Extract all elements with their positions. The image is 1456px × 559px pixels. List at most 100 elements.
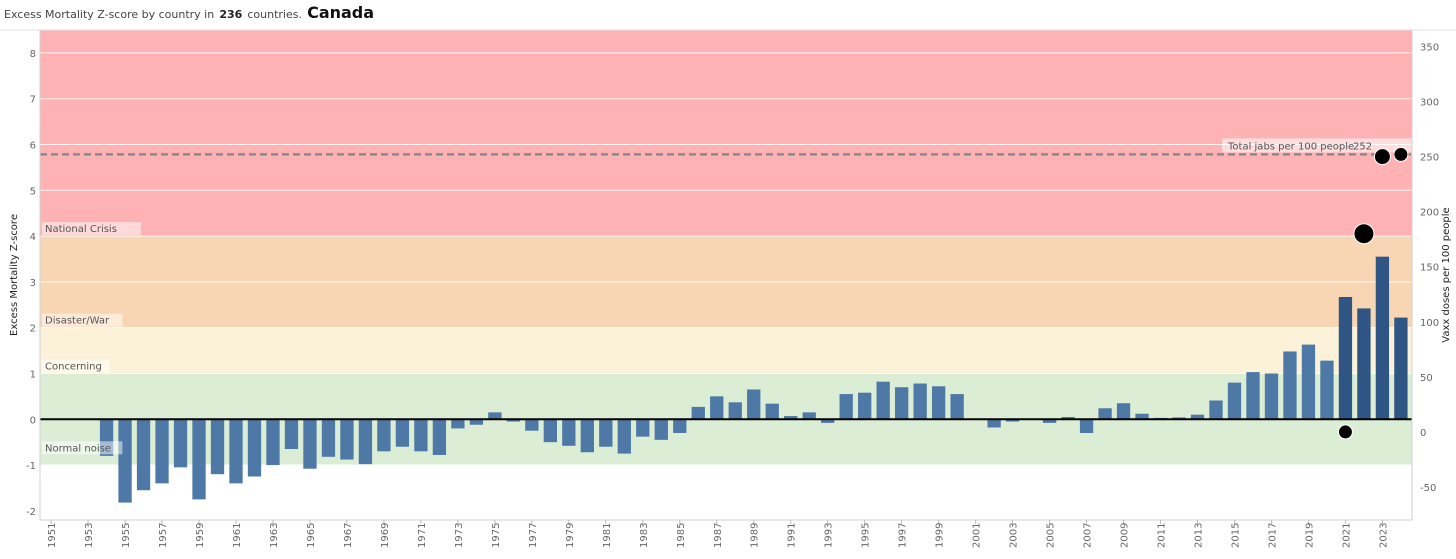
bar xyxy=(414,419,428,452)
band-3 xyxy=(40,30,1412,237)
country-count: 236 xyxy=(219,8,243,21)
bar xyxy=(229,419,243,484)
bar xyxy=(895,387,909,420)
x-tick-label: 1981 xyxy=(602,523,613,548)
vaxx-point xyxy=(1353,223,1375,245)
x-tick-label: 1987 xyxy=(713,523,724,548)
bar xyxy=(506,419,521,422)
y-tick-label: 0 xyxy=(30,415,36,426)
x-tick-label: 2003 xyxy=(1009,523,1020,548)
x-tick-label: 1961 xyxy=(232,523,243,548)
y-tick-label: 3 xyxy=(30,278,36,289)
bar xyxy=(192,419,206,500)
band-label-1: Concerning xyxy=(45,361,102,372)
bars-group xyxy=(99,256,1408,503)
y-tick-label: 1 xyxy=(30,369,36,380)
bar xyxy=(303,419,317,469)
y2-axis-title: Vaxx doses per 100 people xyxy=(1441,207,1452,342)
bar xyxy=(1320,360,1334,420)
bar xyxy=(210,419,225,475)
bar xyxy=(525,419,539,431)
y2-tick-label: 200 xyxy=(1420,208,1439,219)
bar xyxy=(950,394,964,420)
title-prefix: Excess Mortality Z-score by country in xyxy=(4,8,215,21)
bar xyxy=(1061,416,1075,420)
band-label-3: National Crisis xyxy=(45,224,117,235)
band-label-bg xyxy=(42,359,110,373)
bar xyxy=(562,419,576,446)
y-tick-label: 4 xyxy=(30,232,36,243)
x-tick-label: 2007 xyxy=(1083,523,1094,548)
bar xyxy=(1042,419,1057,423)
band-label-bg xyxy=(42,222,141,236)
bar xyxy=(1283,351,1297,420)
x-tick-label: 1979 xyxy=(565,523,576,548)
bar xyxy=(1116,403,1131,420)
x-tick-label: 1967 xyxy=(343,523,354,548)
x-tick-label: 2009 xyxy=(1120,523,1131,548)
bar xyxy=(1375,256,1390,420)
bar xyxy=(284,419,299,450)
bar xyxy=(340,419,354,460)
bar xyxy=(821,419,835,423)
bar xyxy=(1190,414,1205,420)
bar xyxy=(155,419,169,484)
bar xyxy=(784,416,798,420)
x-tick-label: 1989 xyxy=(750,523,761,548)
x-tick-label: 1951 xyxy=(47,523,58,548)
x-tick-label: 2001 xyxy=(972,523,983,548)
bar xyxy=(673,419,687,433)
reference-label: Total jabs per 100 people xyxy=(1227,141,1354,152)
x-tick-label: 1953 xyxy=(84,523,95,548)
y-tick-label: 7 xyxy=(30,95,36,106)
bar xyxy=(1079,419,1094,433)
band-label-bg xyxy=(42,441,123,455)
reference-label-bg xyxy=(1222,138,1412,153)
bar xyxy=(728,402,742,420)
bar xyxy=(247,419,262,477)
x-tick-label: 1983 xyxy=(639,523,650,548)
x-tick-label: 2011 xyxy=(1157,523,1168,548)
bar xyxy=(173,419,188,468)
bar xyxy=(266,419,280,466)
bar xyxy=(580,419,594,453)
x-tick-label: 1963 xyxy=(269,523,280,548)
bar xyxy=(321,419,336,457)
x-tick-label: 1985 xyxy=(676,523,687,548)
x-tick-label: 1971 xyxy=(417,523,428,548)
bar xyxy=(765,403,779,420)
bar xyxy=(876,381,890,420)
y-tick-label: 5 xyxy=(30,186,36,197)
y-tick-label: -2 xyxy=(26,507,36,518)
bar xyxy=(543,419,557,443)
x-tick-label: 1997 xyxy=(898,523,909,548)
axes: -2 -1 0 1 2 3 4 5 6 7 8 -50 0 50 100 150 200 250 300 350 195… xyxy=(0,29,1456,548)
severity-bands xyxy=(40,30,1412,466)
bar xyxy=(654,419,668,440)
bar xyxy=(636,419,650,437)
bar xyxy=(1338,296,1353,420)
y2-tick-label: -50 xyxy=(1420,483,1436,494)
bar xyxy=(136,419,151,491)
x-tick-label: 2019 xyxy=(1304,523,1315,548)
bar xyxy=(1246,372,1260,420)
bar xyxy=(747,389,761,420)
x-tick-label: 1973 xyxy=(454,523,465,548)
x-tick-label: 1959 xyxy=(195,523,206,548)
bar xyxy=(987,419,1001,428)
bar xyxy=(1357,308,1371,420)
bar xyxy=(691,406,705,420)
x-tick-label: 1975 xyxy=(491,523,502,548)
bar xyxy=(1005,419,1020,422)
bar xyxy=(358,419,373,465)
y2-tick-label: 50 xyxy=(1420,373,1433,384)
x-tick-label: 1991 xyxy=(787,523,798,548)
y-tick-label: 2 xyxy=(30,324,36,335)
x-tick-label: 2017 xyxy=(1267,523,1278,548)
y2-tick-label: 150 xyxy=(1420,263,1439,274)
x-tick-label: 1969 xyxy=(380,523,391,548)
bar xyxy=(1209,400,1223,420)
x-tick-label: 2021 xyxy=(1341,523,1352,548)
bar xyxy=(1301,344,1316,420)
